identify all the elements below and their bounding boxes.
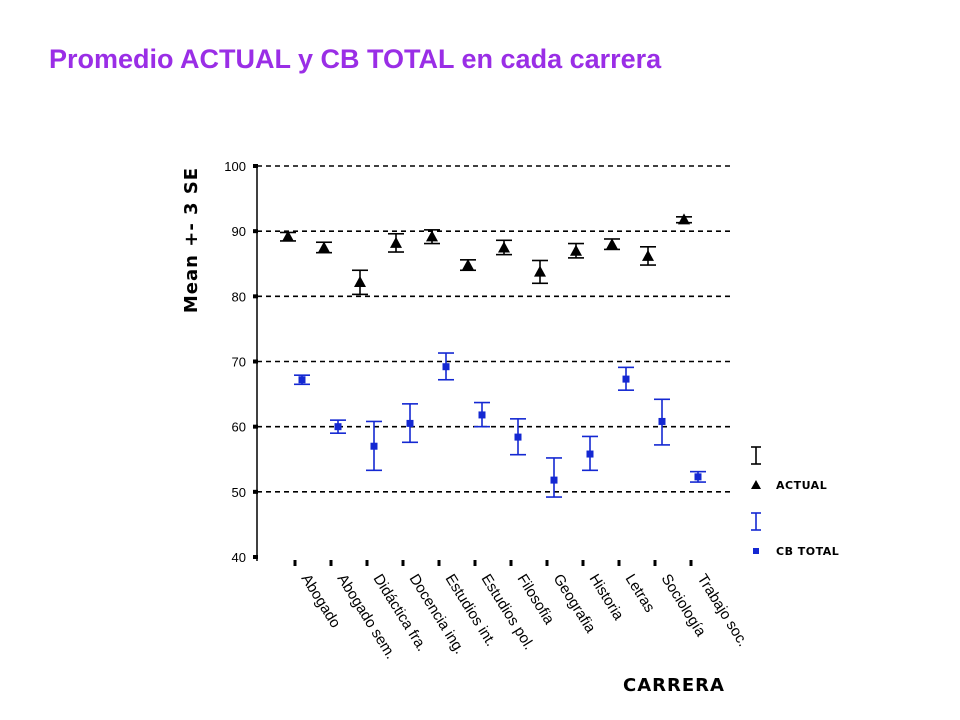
data-point	[282, 230, 294, 242]
data-point	[442, 363, 450, 371]
legend: ACTUAL CB TOTAL	[751, 446, 839, 558]
series-group	[280, 213, 706, 498]
data-point	[694, 473, 702, 481]
data-point	[462, 259, 474, 271]
data-point	[406, 419, 414, 427]
legend-label: CB TOTAL	[776, 545, 839, 558]
y-tick-label: 80	[232, 289, 246, 304]
series-actual	[280, 213, 692, 296]
legend-item: ACTUAL	[751, 446, 827, 492]
y-tick-label: 70	[232, 355, 246, 370]
legend-marker	[751, 480, 761, 489]
y-tick-label: 60	[232, 420, 246, 435]
series-cb-total	[294, 352, 706, 498]
grid-lines	[257, 165, 732, 493]
data-point	[678, 213, 690, 225]
data-point	[622, 375, 630, 383]
y-tick-label: 90	[232, 224, 246, 239]
legend-label: ACTUAL	[776, 479, 827, 492]
data-point	[606, 238, 618, 250]
y-tick-label: 40	[232, 550, 246, 565]
data-point	[498, 241, 510, 253]
data-point	[390, 236, 402, 248]
x-axis-title: CARRERA	[623, 675, 725, 696]
y-tick-label: 100	[224, 159, 246, 174]
data-point	[586, 450, 594, 458]
data-point	[298, 376, 306, 384]
x-tick-label: Letras	[622, 571, 659, 615]
data-point	[514, 433, 522, 441]
y-ticks: 40 50 60 70 80 90 100	[224, 159, 258, 565]
data-point	[426, 230, 438, 242]
data-point	[318, 241, 330, 253]
data-point	[570, 244, 582, 256]
y-tick-label: 50	[232, 485, 246, 500]
x-tick-label: Trabajo soc.	[694, 571, 752, 650]
data-point	[370, 442, 378, 450]
chart-title: Promedio ACTUAL y CB TOTAL en cada carre…	[49, 44, 662, 74]
legend-item: CB TOTAL	[751, 512, 839, 558]
data-point	[550, 476, 558, 484]
data-point	[354, 275, 366, 287]
legend-marker	[753, 548, 759, 554]
y-axis-title: Mean +- 3 SE	[181, 167, 202, 313]
data-point	[478, 411, 486, 419]
data-point	[642, 249, 654, 261]
data-point	[334, 423, 342, 431]
data-point	[658, 417, 666, 425]
data-point	[534, 265, 546, 277]
